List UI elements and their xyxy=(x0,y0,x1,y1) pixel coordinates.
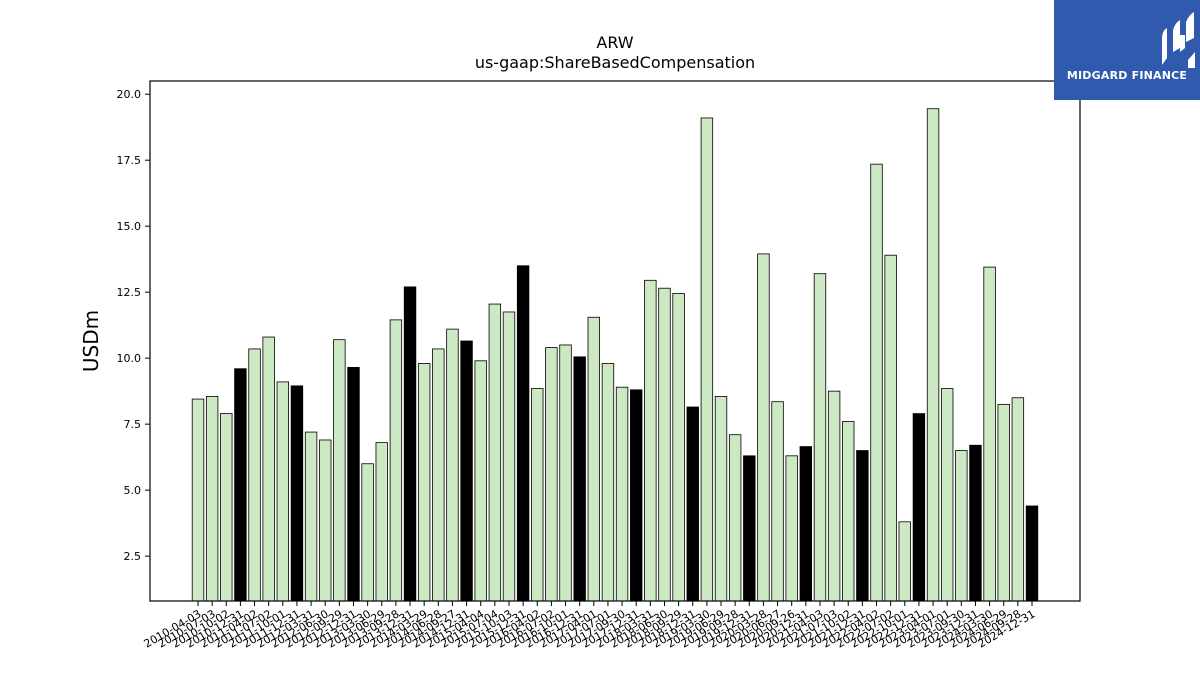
bar-2021-07-03 xyxy=(827,390,841,602)
y-tick-label: 5.0 xyxy=(124,484,142,497)
y-tick-label: 15.0 xyxy=(117,220,142,233)
bar-2018-03-31 xyxy=(644,279,657,602)
y-tick-label: 17.5 xyxy=(117,154,142,167)
bar-2012-06-30 xyxy=(319,439,332,602)
bar-2017-04-01 xyxy=(587,316,600,602)
bars-group xyxy=(191,108,1039,602)
bar-2018-12-31 xyxy=(686,406,699,602)
bar-2018-09-29 xyxy=(672,293,685,602)
bar-2012-03-31 xyxy=(304,431,318,602)
chart-title: ARW xyxy=(596,33,633,52)
bar-2010-07-03 xyxy=(205,396,219,602)
plot-frame xyxy=(149,80,1081,602)
bar-2015-07-04 xyxy=(488,303,502,602)
y-tick-label: 12.5 xyxy=(117,286,142,299)
bar-2011-07-02 xyxy=(262,336,275,602)
bar-2021-10-02 xyxy=(842,421,855,602)
y-tick-label: 7.5 xyxy=(124,418,142,431)
bar-2020-03-28 xyxy=(757,253,770,602)
bar-2023-04-01 xyxy=(926,108,940,602)
y-tick-label: 20.0 xyxy=(117,88,142,101)
bar-2019-06-29 xyxy=(714,396,728,602)
bar-2014-06-28 xyxy=(432,348,445,602)
bar-2010-10-02 xyxy=(220,413,233,602)
bar-2015-12-31 xyxy=(516,265,530,602)
midgard-finance-logo: MIDGARD FINANCE xyxy=(1054,0,1200,100)
bar-2023-12-31 xyxy=(969,444,982,602)
y-tick-label: 10.0 xyxy=(117,352,142,365)
bar-2016-10-01 xyxy=(559,344,572,602)
bar-2011-04-02 xyxy=(248,348,261,602)
bar-2014-03-29 xyxy=(417,363,431,602)
bar-2015-10-03 xyxy=(502,311,516,602)
bar-2012-09-29 xyxy=(333,339,346,602)
bar-2017-09-30 xyxy=(615,386,629,602)
bar-2024-03-30 xyxy=(983,266,996,602)
bar-2019-09-28 xyxy=(728,434,742,602)
bar-2014-09-27 xyxy=(446,328,459,602)
logo-mark-icon xyxy=(1162,12,1195,68)
bar-2021-04-03 xyxy=(813,273,827,602)
bar-2015-04-04 xyxy=(474,360,487,602)
bar-2020-09-26 xyxy=(785,455,798,602)
bar-2011-10-01 xyxy=(276,381,290,602)
bar-2020-12-31 xyxy=(799,446,813,602)
bar-2019-12-31 xyxy=(743,455,756,602)
bar-2012-12-31 xyxy=(347,366,360,602)
bar-2022-10-01 xyxy=(898,521,911,602)
bar-2010-12-31 xyxy=(234,368,247,602)
bar-2011-12-31 xyxy=(290,385,304,602)
bar-2020-06-27 xyxy=(771,401,784,602)
bar-2022-12-31 xyxy=(912,413,926,602)
chart-subtitle: us-gaap:ShareBasedCompensation xyxy=(475,53,755,72)
y-tick-label: 2.5 xyxy=(124,550,142,563)
bar-2013-12-31 xyxy=(403,286,417,602)
bar-2018-06-30 xyxy=(658,287,671,602)
bar-2017-12-31 xyxy=(630,389,643,602)
bar-2022-04-02 xyxy=(870,163,883,602)
bar-2016-07-02 xyxy=(545,347,558,602)
bar-2014-12-31 xyxy=(460,340,473,602)
bar-2016-04-02 xyxy=(531,388,544,602)
bar-2022-07-02 xyxy=(884,254,897,602)
bar-2024-09-28 xyxy=(1011,397,1025,602)
y-ticks-group: 2.5 5.0 7.5 10.0 12.5 15.0 17.5 20.0 xyxy=(117,88,150,563)
bar-2013-09-28 xyxy=(389,319,403,602)
bar-2024-12-31 xyxy=(1025,505,1039,602)
bar-2016-12-31 xyxy=(573,356,586,602)
bar-2010-04-03 xyxy=(191,398,205,602)
bar-2019-03-30 xyxy=(700,117,714,602)
logo-text: MIDGARD FINANCE xyxy=(1066,69,1188,82)
bar-2021-12-31 xyxy=(856,450,869,602)
bar-2017-07-01 xyxy=(601,363,615,602)
bar-2023-09-30 xyxy=(955,450,968,602)
bar-2013-03-30 xyxy=(361,463,374,602)
y-axis-label: USDm xyxy=(79,310,103,372)
bar-2023-07-01 xyxy=(940,388,954,602)
bar-2013-06-29 xyxy=(375,442,388,602)
bar-2024-06-29 xyxy=(997,403,1010,602)
x-ticks-group: 2010-04-032010-07-032010-10-022010-12-31… xyxy=(142,601,1038,651)
